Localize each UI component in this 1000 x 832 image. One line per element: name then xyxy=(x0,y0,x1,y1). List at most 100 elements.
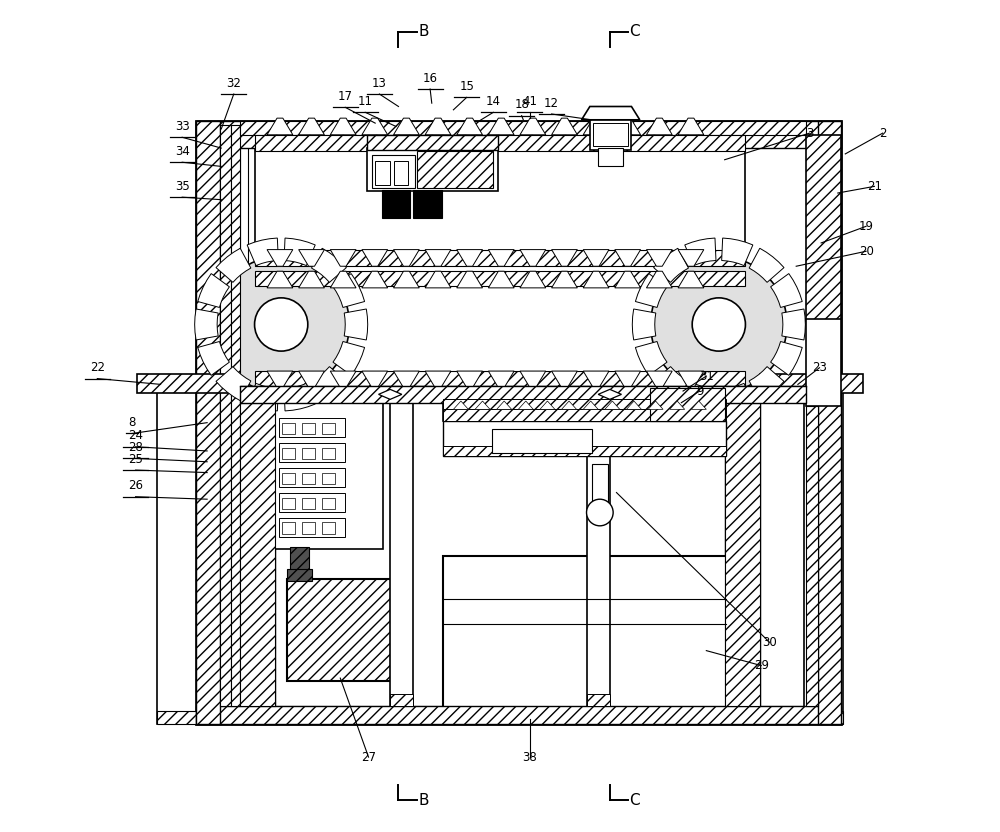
Polygon shape xyxy=(771,274,802,308)
Polygon shape xyxy=(299,271,324,288)
Bar xyxy=(255,278,745,386)
Polygon shape xyxy=(685,238,716,265)
Polygon shape xyxy=(299,250,324,266)
Bar xyxy=(443,556,726,719)
Polygon shape xyxy=(394,371,419,388)
Bar xyxy=(282,423,295,434)
Bar xyxy=(725,403,760,706)
Bar xyxy=(760,374,863,393)
Bar xyxy=(443,421,726,456)
Bar xyxy=(322,473,335,484)
Text: 22: 22 xyxy=(90,361,105,374)
Polygon shape xyxy=(344,309,368,340)
Text: 13: 13 xyxy=(372,77,387,90)
Polygon shape xyxy=(654,248,688,282)
Bar xyxy=(196,121,841,724)
Polygon shape xyxy=(425,118,451,135)
Bar xyxy=(587,399,610,706)
Bar xyxy=(367,135,498,150)
Bar xyxy=(492,429,592,453)
Bar xyxy=(372,155,415,188)
Bar xyxy=(590,120,631,150)
Bar xyxy=(302,423,315,434)
Polygon shape xyxy=(646,250,672,266)
Bar xyxy=(443,409,726,421)
Polygon shape xyxy=(615,250,641,266)
Polygon shape xyxy=(749,248,784,282)
Bar xyxy=(240,403,275,706)
Bar xyxy=(157,391,196,724)
Text: 21: 21 xyxy=(867,180,882,193)
Bar xyxy=(804,711,843,724)
Polygon shape xyxy=(497,401,512,409)
Text: 41: 41 xyxy=(522,95,537,108)
Bar xyxy=(390,399,413,706)
Polygon shape xyxy=(453,401,468,409)
Bar xyxy=(322,498,335,509)
Polygon shape xyxy=(330,271,356,288)
Bar xyxy=(587,694,610,706)
Bar xyxy=(282,448,295,459)
Polygon shape xyxy=(488,118,514,135)
Circle shape xyxy=(587,499,613,526)
Bar xyxy=(282,498,295,509)
Polygon shape xyxy=(648,401,663,409)
Polygon shape xyxy=(615,271,641,288)
Bar xyxy=(196,121,841,148)
Polygon shape xyxy=(520,371,546,388)
Polygon shape xyxy=(394,250,419,266)
Text: 2: 2 xyxy=(879,126,886,140)
Text: 12: 12 xyxy=(544,97,559,110)
Text: 24: 24 xyxy=(128,429,143,443)
Polygon shape xyxy=(562,401,577,409)
Bar xyxy=(375,161,390,185)
Bar xyxy=(390,694,413,706)
Polygon shape xyxy=(722,384,753,411)
Polygon shape xyxy=(247,384,278,411)
Polygon shape xyxy=(267,271,293,288)
Bar xyxy=(417,151,493,188)
Bar xyxy=(196,706,841,724)
Polygon shape xyxy=(605,401,620,409)
Circle shape xyxy=(692,298,745,351)
Bar xyxy=(275,403,383,549)
Polygon shape xyxy=(722,238,753,265)
Bar xyxy=(818,121,841,724)
Text: C: C xyxy=(629,793,640,808)
Bar xyxy=(279,418,345,437)
Polygon shape xyxy=(771,341,802,375)
Bar xyxy=(806,135,841,321)
Bar xyxy=(804,391,843,724)
Bar xyxy=(240,386,806,403)
Text: 32: 32 xyxy=(226,77,241,90)
Polygon shape xyxy=(330,371,356,388)
Polygon shape xyxy=(520,271,546,288)
Polygon shape xyxy=(552,250,577,266)
Text: 18: 18 xyxy=(514,98,529,111)
Bar xyxy=(394,161,408,185)
Text: 14: 14 xyxy=(486,95,501,108)
Polygon shape xyxy=(362,371,388,388)
Text: 20: 20 xyxy=(859,245,874,258)
Polygon shape xyxy=(632,309,656,340)
Polygon shape xyxy=(598,389,621,399)
Bar xyxy=(322,423,335,434)
Polygon shape xyxy=(615,118,641,135)
Bar xyxy=(282,522,295,534)
Bar xyxy=(443,399,726,411)
Polygon shape xyxy=(646,271,672,288)
Polygon shape xyxy=(583,118,609,135)
Polygon shape xyxy=(654,367,688,401)
Bar xyxy=(255,371,745,386)
Text: B: B xyxy=(418,793,429,808)
Polygon shape xyxy=(330,250,356,266)
Polygon shape xyxy=(312,367,346,401)
Bar xyxy=(592,464,608,514)
Polygon shape xyxy=(685,384,716,411)
Bar xyxy=(302,473,315,484)
Text: B: B xyxy=(418,24,429,39)
Bar xyxy=(255,271,745,286)
Polygon shape xyxy=(379,389,402,399)
Polygon shape xyxy=(267,250,293,266)
Bar xyxy=(443,388,726,421)
